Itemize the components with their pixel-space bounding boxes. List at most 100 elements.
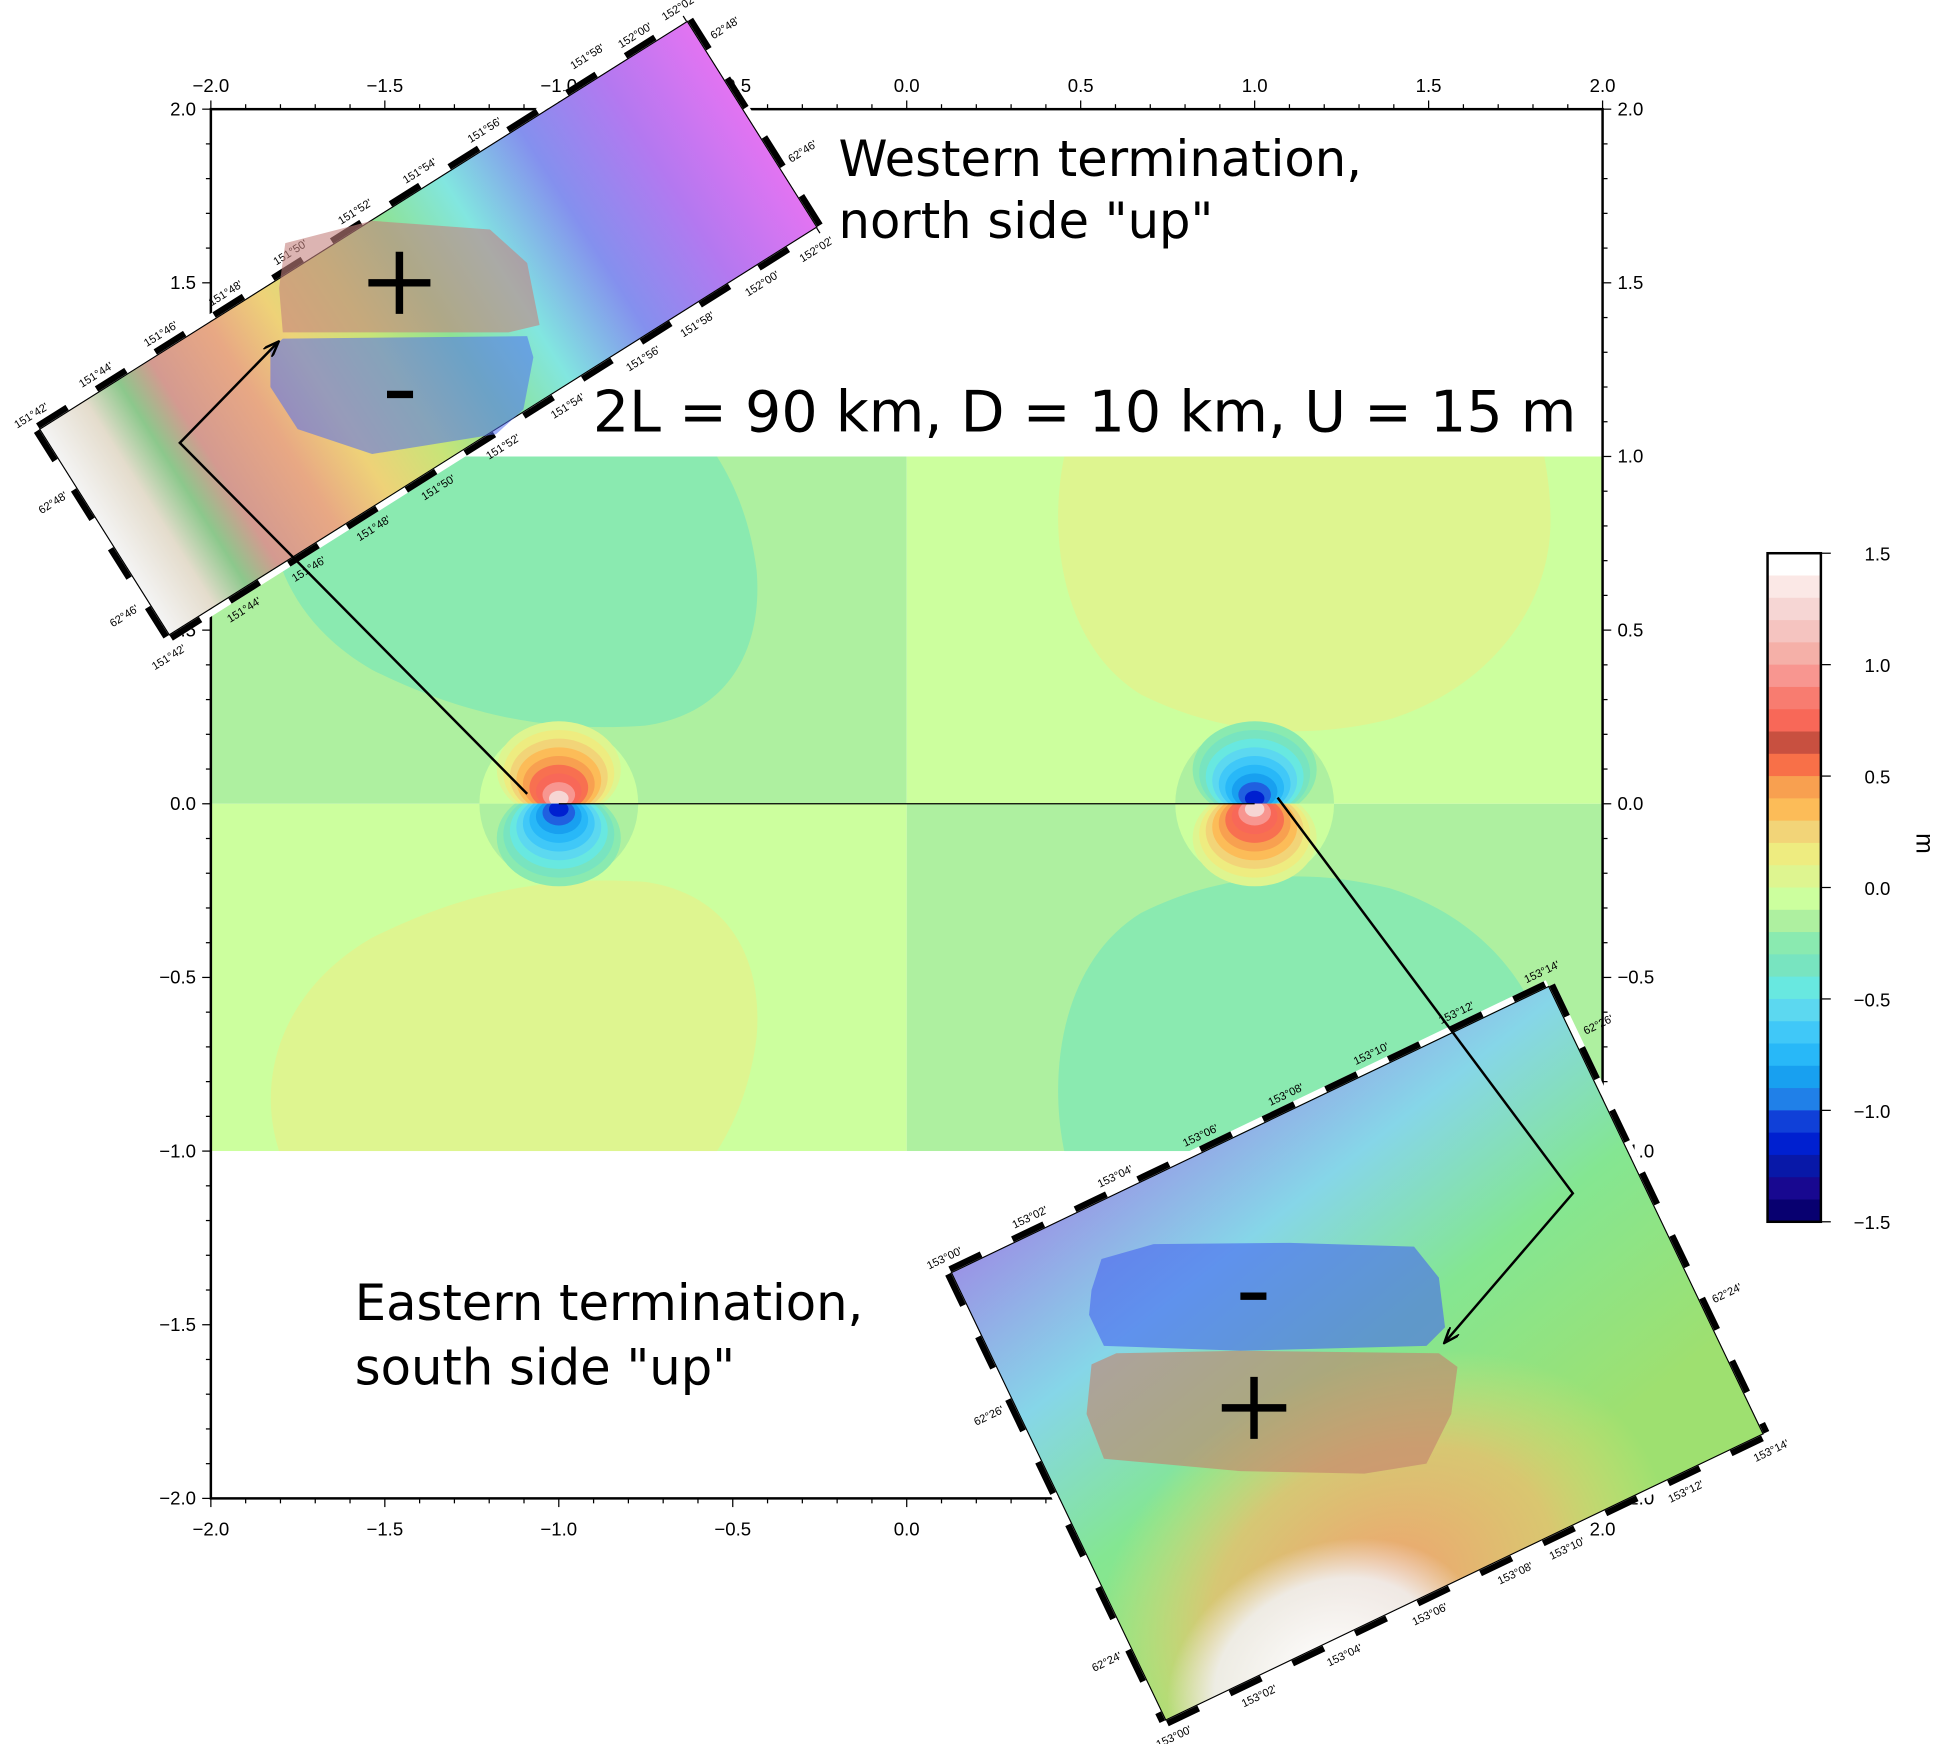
x-tick-label-top: −2.0 bbox=[193, 75, 230, 96]
colorbar-band bbox=[1767, 776, 1821, 799]
colorbar-band bbox=[1767, 664, 1821, 688]
x-tick-label-bottom: −2.0 bbox=[193, 1519, 230, 1540]
y-tick-label-left: 2.0 bbox=[170, 98, 196, 119]
colorbar-band bbox=[1767, 709, 1821, 733]
eastern-inset-border bbox=[950, 985, 1764, 1721]
subsidence-region-overlay bbox=[1089, 1242, 1446, 1351]
y-tick-label-left: −0.5 bbox=[159, 967, 196, 988]
x-tick-label-top: 1.5 bbox=[1416, 75, 1442, 96]
eastern-label-line1: Eastern termination, bbox=[355, 1274, 864, 1332]
eastern-inset-scale-bar bbox=[1166, 1434, 1767, 1727]
eastern-inset-scale-bar bbox=[945, 1272, 1166, 1724]
y-tick-label-right: 0.5 bbox=[1617, 619, 1643, 640]
eastern-label-line2: south side "up" bbox=[355, 1338, 735, 1396]
eastern-inset-latitude-label: 62°24' bbox=[1090, 1650, 1124, 1674]
colorbar-band bbox=[1767, 1199, 1821, 1223]
western-inset-scale-bar bbox=[687, 17, 823, 227]
colorbar-band bbox=[1767, 976, 1821, 1000]
colorbar-tick-label: 0.0 bbox=[1864, 878, 1890, 899]
displacement-field bbox=[210, 456, 1603, 1152]
colorbar-band bbox=[1767, 642, 1821, 666]
colorbar-band bbox=[1767, 798, 1821, 822]
colorbar-band bbox=[1767, 575, 1821, 599]
eastern-inset-latitude-label: 62°24' bbox=[1710, 1282, 1744, 1306]
colorbar-band bbox=[1767, 620, 1821, 643]
y-tick-label-left: −1.0 bbox=[159, 1140, 196, 1161]
uplift-region-overlay bbox=[1086, 1350, 1458, 1474]
colorbar-band bbox=[1767, 842, 1821, 866]
colorbar-band bbox=[1767, 1154, 1821, 1178]
western-inset-latitude-label: 62°46' bbox=[108, 603, 141, 630]
uplift-region-overlay bbox=[279, 220, 540, 333]
western-label-line1: Western termination, bbox=[839, 130, 1362, 188]
western-inset-scale-bar bbox=[169, 227, 821, 641]
colorbar-band bbox=[1767, 1177, 1821, 1201]
eastern-inset-scale-bar bbox=[948, 980, 1549, 1273]
colorbar-band bbox=[1767, 753, 1821, 777]
colorbar-band bbox=[1767, 1043, 1821, 1067]
colorbar-band bbox=[1767, 1065, 1821, 1089]
x-tick-label-bottom: 0.0 bbox=[894, 1519, 920, 1540]
colorbar-band bbox=[1767, 1132, 1821, 1156]
colorbar-tick-label: 1.5 bbox=[1864, 544, 1890, 565]
termination-1-south-lobe bbox=[479, 803, 639, 887]
western-label-line2: north side "up" bbox=[839, 192, 1214, 250]
western-inset-latitude-label: 62°46' bbox=[786, 139, 819, 166]
colorbar-band bbox=[1767, 865, 1821, 889]
colorbar-band bbox=[1767, 932, 1821, 955]
termination-2-south-lobe-ring bbox=[1244, 803, 1265, 817]
termination-1-north-lobe bbox=[479, 721, 639, 804]
colorbar-band bbox=[1767, 954, 1821, 978]
y-tick-label-right: 1.5 bbox=[1617, 272, 1643, 293]
x-tick-label-top: 0.5 bbox=[1068, 75, 1094, 96]
termination-2-north-lobe bbox=[1175, 721, 1335, 804]
annotation-text: Western termination, north side "up" 2L … bbox=[355, 130, 1577, 1396]
colorbar-band bbox=[1767, 553, 1821, 577]
colorbar-band bbox=[1767, 731, 1821, 755]
y-tick-label-left: 1.5 bbox=[170, 272, 196, 293]
colorbar-band bbox=[1767, 998, 1821, 1022]
y-tick-label-left: −2.0 bbox=[159, 1488, 196, 1509]
field-lobe-sw bbox=[270, 880, 758, 1152]
colorbar-band bbox=[1767, 909, 1821, 933]
western-pointer-arrow bbox=[178, 342, 529, 795]
western-inset-scale-bar bbox=[33, 429, 169, 639]
y-tick-label-right: 2.0 bbox=[1617, 98, 1643, 119]
eastern-inset-longitude-label: 153°00' bbox=[1155, 1724, 1194, 1744]
termination-1-north-lobe-ring bbox=[549, 790, 569, 804]
x-tick-label-top: 2.0 bbox=[1590, 75, 1616, 96]
termination-2-north-lobe-ring bbox=[1244, 790, 1265, 804]
x-tick-label-top: 1.0 bbox=[1242, 75, 1268, 96]
y-tick-label-right: 0.0 bbox=[1617, 793, 1643, 814]
western-inset-longitude-label: 151°42' bbox=[150, 643, 188, 673]
y-tick-label-left: −1.5 bbox=[159, 1314, 196, 1335]
colorbar-unit-label: m bbox=[1910, 833, 1935, 854]
western-inset-scale-bar bbox=[36, 15, 687, 429]
western-inset-latitude-label: 62°48' bbox=[709, 15, 742, 42]
termination-1-south-lobe-ring bbox=[549, 803, 569, 817]
field-lobe-ne bbox=[1058, 456, 1551, 732]
colorbar: 1.5 1.0 0.5 0.0 −0.5 −1.0 −1.5 m bbox=[1766, 544, 1935, 1233]
eastern-pointer-arrow bbox=[1276, 796, 1575, 1343]
colorbar-tick-label: −1.5 bbox=[1854, 1212, 1891, 1233]
colorbar-band bbox=[1767, 1088, 1821, 1111]
eastern-inset-latitude-label: 62°26' bbox=[972, 1404, 1006, 1428]
colorbar-tick-label: 0.5 bbox=[1864, 767, 1890, 788]
eastern-inset-scale-bar bbox=[1549, 983, 1770, 1434]
colorbar-band bbox=[1767, 887, 1821, 911]
x-tick-label-bottom: −0.5 bbox=[714, 1519, 751, 1540]
x-tick-label-bottom: −1.0 bbox=[540, 1519, 577, 1540]
colorbar-tick-label: −0.5 bbox=[1854, 989, 1891, 1010]
parameters-label: 2L = 90 km, D = 10 km, U = 15 m bbox=[593, 380, 1576, 446]
colorbar-band bbox=[1767, 820, 1821, 844]
colorbar-tick-label: 1.0 bbox=[1864, 655, 1890, 676]
colorbar-band bbox=[1767, 686, 1821, 710]
western-inset-latitude-label: 62°48' bbox=[37, 490, 70, 517]
x-tick-label-bottom: 2.0 bbox=[1590, 1519, 1616, 1540]
y-tick-label-right: 1.0 bbox=[1617, 446, 1643, 467]
x-tick-label-top: 0.0 bbox=[894, 75, 920, 96]
colorbar-band bbox=[1767, 1021, 1821, 1045]
y-tick-label-right: −0.5 bbox=[1617, 967, 1654, 988]
colorbar-band bbox=[1767, 1110, 1821, 1134]
